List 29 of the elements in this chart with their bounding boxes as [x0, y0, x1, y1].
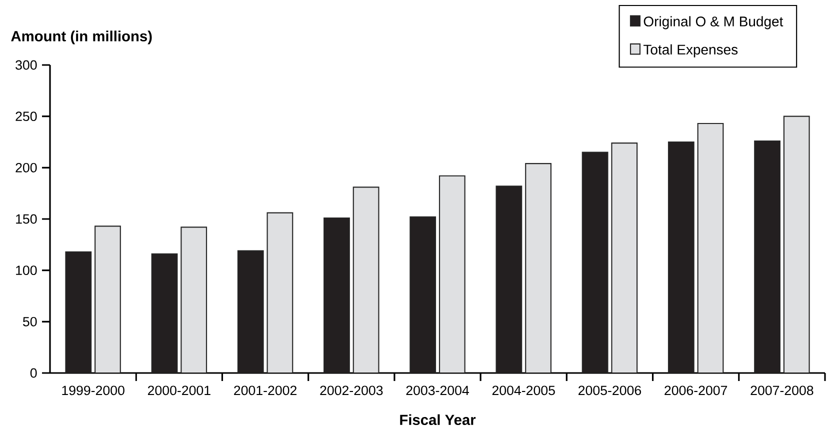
- y-tick-label: 200: [16, 162, 37, 172]
- bar: [783, 116, 810, 374]
- y-tick-label: 100: [16, 266, 37, 276]
- bar: [697, 122, 724, 374]
- bar: [525, 163, 552, 374]
- x-tick-label: 2000-2001: [148, 386, 210, 396]
- y-tick-label: 250: [16, 112, 37, 122]
- bar: [94, 226, 121, 374]
- x-tick-label: 2002-2003: [320, 386, 383, 396]
- legend-label: Original O & M Budget: [644, 16, 784, 30]
- x-tick-label: 2001-2002: [234, 386, 296, 396]
- x-tick-label: 2005-2006: [578, 386, 642, 396]
- y-tick-label: 0: [30, 368, 37, 378]
- x-tick-label: 1999-2000: [62, 386, 124, 396]
- y-tick-label: 300: [16, 60, 37, 70]
- x-tick-label: 2007-2008: [750, 386, 814, 396]
- bar: [438, 175, 466, 374]
- legend-label: Total Expenses: [643, 44, 738, 58]
- bar: [266, 212, 294, 374]
- bar: [180, 226, 208, 374]
- x-tick-label: 2004-2005: [492, 386, 555, 396]
- y-tick-label: 50: [23, 316, 37, 326]
- x-tick-label: 2006-2007: [664, 386, 728, 396]
- bar: [352, 186, 380, 374]
- y-axis-title: Amount (in millions): [11, 30, 152, 44]
- bar: [611, 142, 638, 374]
- y-tick-label: 150: [16, 214, 37, 224]
- x-tick-label: 2003-2004: [406, 386, 469, 396]
- x-axis-title: Fiscal Year: [400, 414, 476, 426]
